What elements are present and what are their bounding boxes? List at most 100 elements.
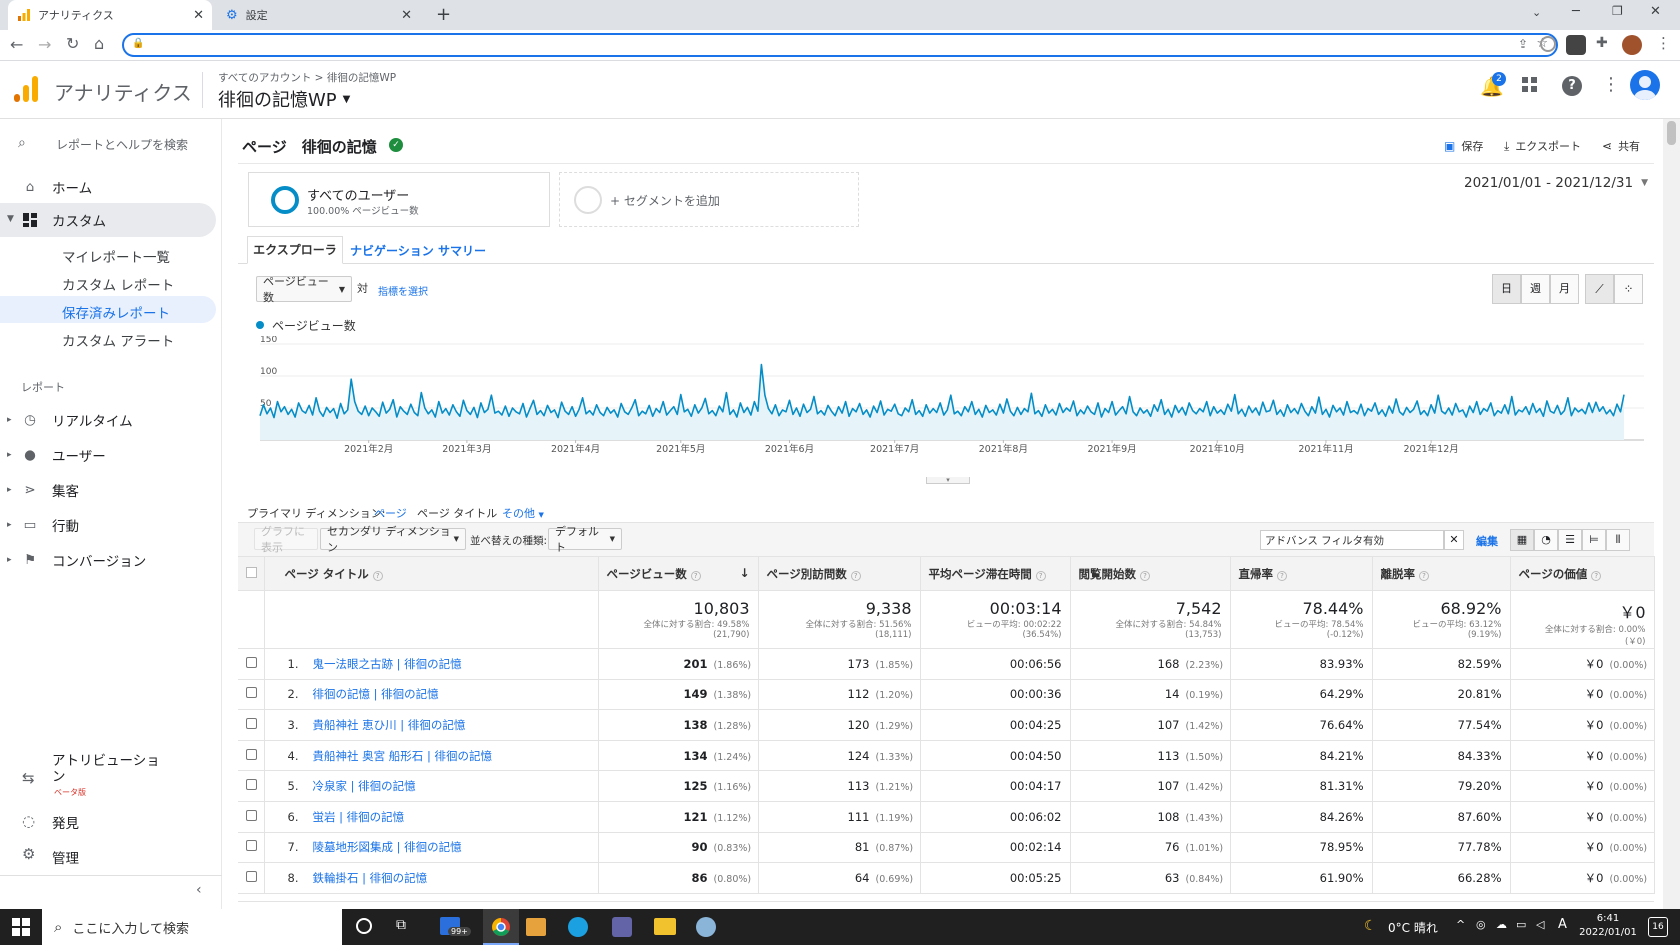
- volume-icon[interactable]: ◁: [1536, 918, 1545, 931]
- reload-icon[interactable]: ↻: [66, 34, 80, 53]
- help-icon[interactable]: ?: [1419, 570, 1429, 581]
- extensions-puzzle-icon[interactable]: ✚: [1596, 35, 1608, 51]
- page-scrollbar[interactable]: [1663, 119, 1680, 909]
- col-header-page-title[interactable]: ページ タイトル?: [264, 556, 599, 591]
- help-icon[interactable]: ?: [372, 570, 383, 581]
- dimension-page-title[interactable]: ページ タイトル: [417, 507, 498, 520]
- taskbar-search-box[interactable]: ⌕ ここに入力して検索: [42, 909, 342, 945]
- help-icon[interactable]: ?: [1277, 570, 1287, 581]
- row-checkbox[interactable]: [246, 840, 257, 852]
- more-vert-icon[interactable]: ⋮: [1602, 74, 1620, 95]
- add-segment-card[interactable]: + セグメントを追加: [559, 172, 859, 227]
- browser-app-icon[interactable]: [696, 917, 716, 937]
- property-selector[interactable]: 徘徊の記憶WP ▼: [218, 86, 350, 112]
- apps-grid-icon[interactable]: [1522, 77, 1538, 93]
- tray-icon[interactable]: ◎: [1476, 918, 1486, 931]
- row-title-link[interactable]: 蛍岩 | 徘徊の記憶: [312, 809, 405, 824]
- plot-rows-button[interactable]: グラフに表示: [254, 525, 318, 554]
- windows-start-icon[interactable]: [12, 918, 30, 936]
- tab-analytics[interactable]: アナリティクス ✕: [8, 0, 212, 30]
- notification-center-icon[interactable]: 16: [1648, 917, 1668, 937]
- line-chart-icon[interactable]: ⟋: [1585, 274, 1614, 304]
- network-icon[interactable]: ▭: [1516, 918, 1527, 931]
- home-icon[interactable]: ⌂: [94, 34, 105, 53]
- weather-label[interactable]: 0°C 晴れ: [1388, 921, 1438, 935]
- col-header-unique-pageviews[interactable]: ページ別訪問数?: [758, 556, 921, 591]
- minimize-icon[interactable]: ─: [1572, 4, 1580, 19]
- sidebar-item-custom-alerts[interactable]: カスタム アラート: [62, 334, 175, 350]
- help-icon[interactable]: ?: [1140, 570, 1150, 581]
- help-icon[interactable]: ?: [1562, 76, 1582, 96]
- edit-filter-link[interactable]: 編集: [1476, 535, 1498, 548]
- file-explorer-icon[interactable]: [654, 918, 676, 935]
- select-all-checkbox[interactable]: [246, 566, 257, 578]
- sidebar-item-discover[interactable]: 発見: [52, 816, 79, 832]
- col-header-page-value[interactable]: ページの価値?: [1510, 556, 1655, 591]
- row-title-link[interactable]: 冷泉家 | 徘徊の記憶: [312, 779, 416, 794]
- ime-indicator[interactable]: A: [1558, 917, 1567, 932]
- app-icon[interactable]: [612, 917, 632, 937]
- help-icon[interactable]: ?: [690, 570, 701, 581]
- row-title-link[interactable]: 貴船神社 恵ひ川 | 徘徊の記憶: [312, 717, 466, 732]
- collapse-sidebar-icon[interactable]: ‹: [196, 882, 202, 898]
- clock[interactable]: 6:41 2022/01/01: [1578, 912, 1638, 940]
- row-title-link[interactable]: 鉄輪掛石 | 徘徊の記憶: [312, 870, 428, 885]
- sort-type-dropdown[interactable]: デフォルト ▼: [548, 525, 622, 554]
- chart-resize-handle[interactable]: ▾: [926, 477, 970, 484]
- sidebar-item-home[interactable]: ⌂ ホーム: [0, 170, 216, 204]
- sidebar-item-conversions[interactable]: ▸ ⚑ コンバージョン: [0, 543, 216, 577]
- row-checkbox[interactable]: [246, 687, 257, 699]
- window-close-icon[interactable]: ✕: [1650, 4, 1661, 19]
- tray-chevron-icon[interactable]: ^: [1456, 918, 1466, 931]
- sidebar-item-realtime[interactable]: ▸ ◷ リアルタイム: [0, 403, 216, 437]
- comparison-view-icon[interactable]: ⊨: [1582, 529, 1606, 551]
- chrome-taskbar-button[interactable]: [483, 909, 519, 945]
- sidebar-item-behavior[interactable]: ▸ ▭ 行動: [0, 508, 216, 542]
- pivot-view-icon[interactable]: ⦀: [1606, 529, 1630, 551]
- restore-icon[interactable]: ❐: [1612, 4, 1623, 18]
- profile-sync-icon[interactable]: [1540, 36, 1556, 52]
- performance-view-icon[interactable]: ☰: [1558, 529, 1582, 551]
- cortana-icon[interactable]: [356, 918, 372, 934]
- media-app-icon[interactable]: [526, 918, 546, 936]
- forward-icon[interactable]: →: [38, 35, 52, 54]
- col-header-avg-time[interactable]: 平均ページ滞在時間?: [920, 556, 1071, 591]
- profile-avatar[interactable]: [1622, 35, 1642, 55]
- close-tab-icon[interactable]: ✕: [401, 8, 412, 23]
- tab-search-icon[interactable]: ⌄: [1532, 6, 1542, 19]
- dimension-other-dropdown[interactable]: その他 ▼: [502, 505, 544, 521]
- row-checkbox[interactable]: [246, 656, 257, 668]
- row-checkbox[interactable]: [246, 779, 257, 791]
- row-title-link[interactable]: 徘徊の記憶 | 徘徊の記憶: [312, 687, 439, 702]
- motion-chart-icon[interactable]: ⁘: [1614, 274, 1643, 304]
- breadcrumb[interactable]: すべてのアカウント > 徘徊の記憶WP: [218, 72, 397, 84]
- share-button[interactable]: ⋖ 共有: [1602, 138, 1640, 154]
- help-icon[interactable]: ?: [1035, 570, 1046, 581]
- help-icon[interactable]: ?: [850, 570, 861, 581]
- share-page-icon[interactable]: ⇪: [1517, 37, 1528, 51]
- tab-settings[interactable]: ⚙ 設定 ✕: [216, 0, 420, 30]
- address-bar[interactable]: 🔒 ⇪ ☆: [122, 33, 1558, 57]
- row-title-link[interactable]: 貴船神社 奥宮 船形石 | 徘徊の記憶: [312, 748, 493, 763]
- sidebar-item-acquisition[interactable]: ▸ ⋗ 集客: [0, 473, 216, 507]
- select-metric-link[interactable]: 指標を選択: [378, 287, 428, 298]
- tab-explorer[interactable]: エクスプローラ: [247, 236, 343, 264]
- dimension-page-link[interactable]: ページ: [374, 507, 407, 520]
- granularity-month-button[interactable]: 月: [1550, 274, 1579, 304]
- granularity-day-button[interactable]: 日: [1492, 274, 1521, 304]
- date-range-picker[interactable]: 2021/01/01 - 2021/12/31 ▼: [1464, 175, 1648, 191]
- sidebar-item-custom-reports[interactable]: カスタム レポート: [62, 278, 175, 294]
- sidebar-item-custom[interactable]: ▼ カスタム: [0, 203, 216, 237]
- col-header-pageviews[interactable]: ページビュー数? ↓: [598, 556, 759, 591]
- sidebar-item-saved-reports[interactable]: 保存済みレポート: [62, 306, 170, 322]
- sidebar-item-admin[interactable]: 管理: [52, 851, 79, 867]
- metric-selector[interactable]: ページビュー数 ▼: [256, 275, 352, 304]
- row-title-link[interactable]: 陵墓地形図集成 | 徘徊の記憶: [312, 840, 462, 855]
- sidebar-item-my-reports[interactable]: マイレポート一覧: [62, 250, 170, 266]
- tab-navigation-summary[interactable]: ナビゲーション サマリー: [350, 244, 486, 258]
- export-button[interactable]: ⤓ エクスポート: [1504, 138, 1581, 154]
- col-header-bounce-rate[interactable]: 直帰率?: [1230, 556, 1373, 591]
- save-button[interactable]: ▣ 保存: [1444, 138, 1483, 154]
- advanced-filter-field[interactable]: アドバンス フィルタ有効: [1260, 530, 1444, 550]
- task-view-icon[interactable]: ⧉: [396, 917, 406, 933]
